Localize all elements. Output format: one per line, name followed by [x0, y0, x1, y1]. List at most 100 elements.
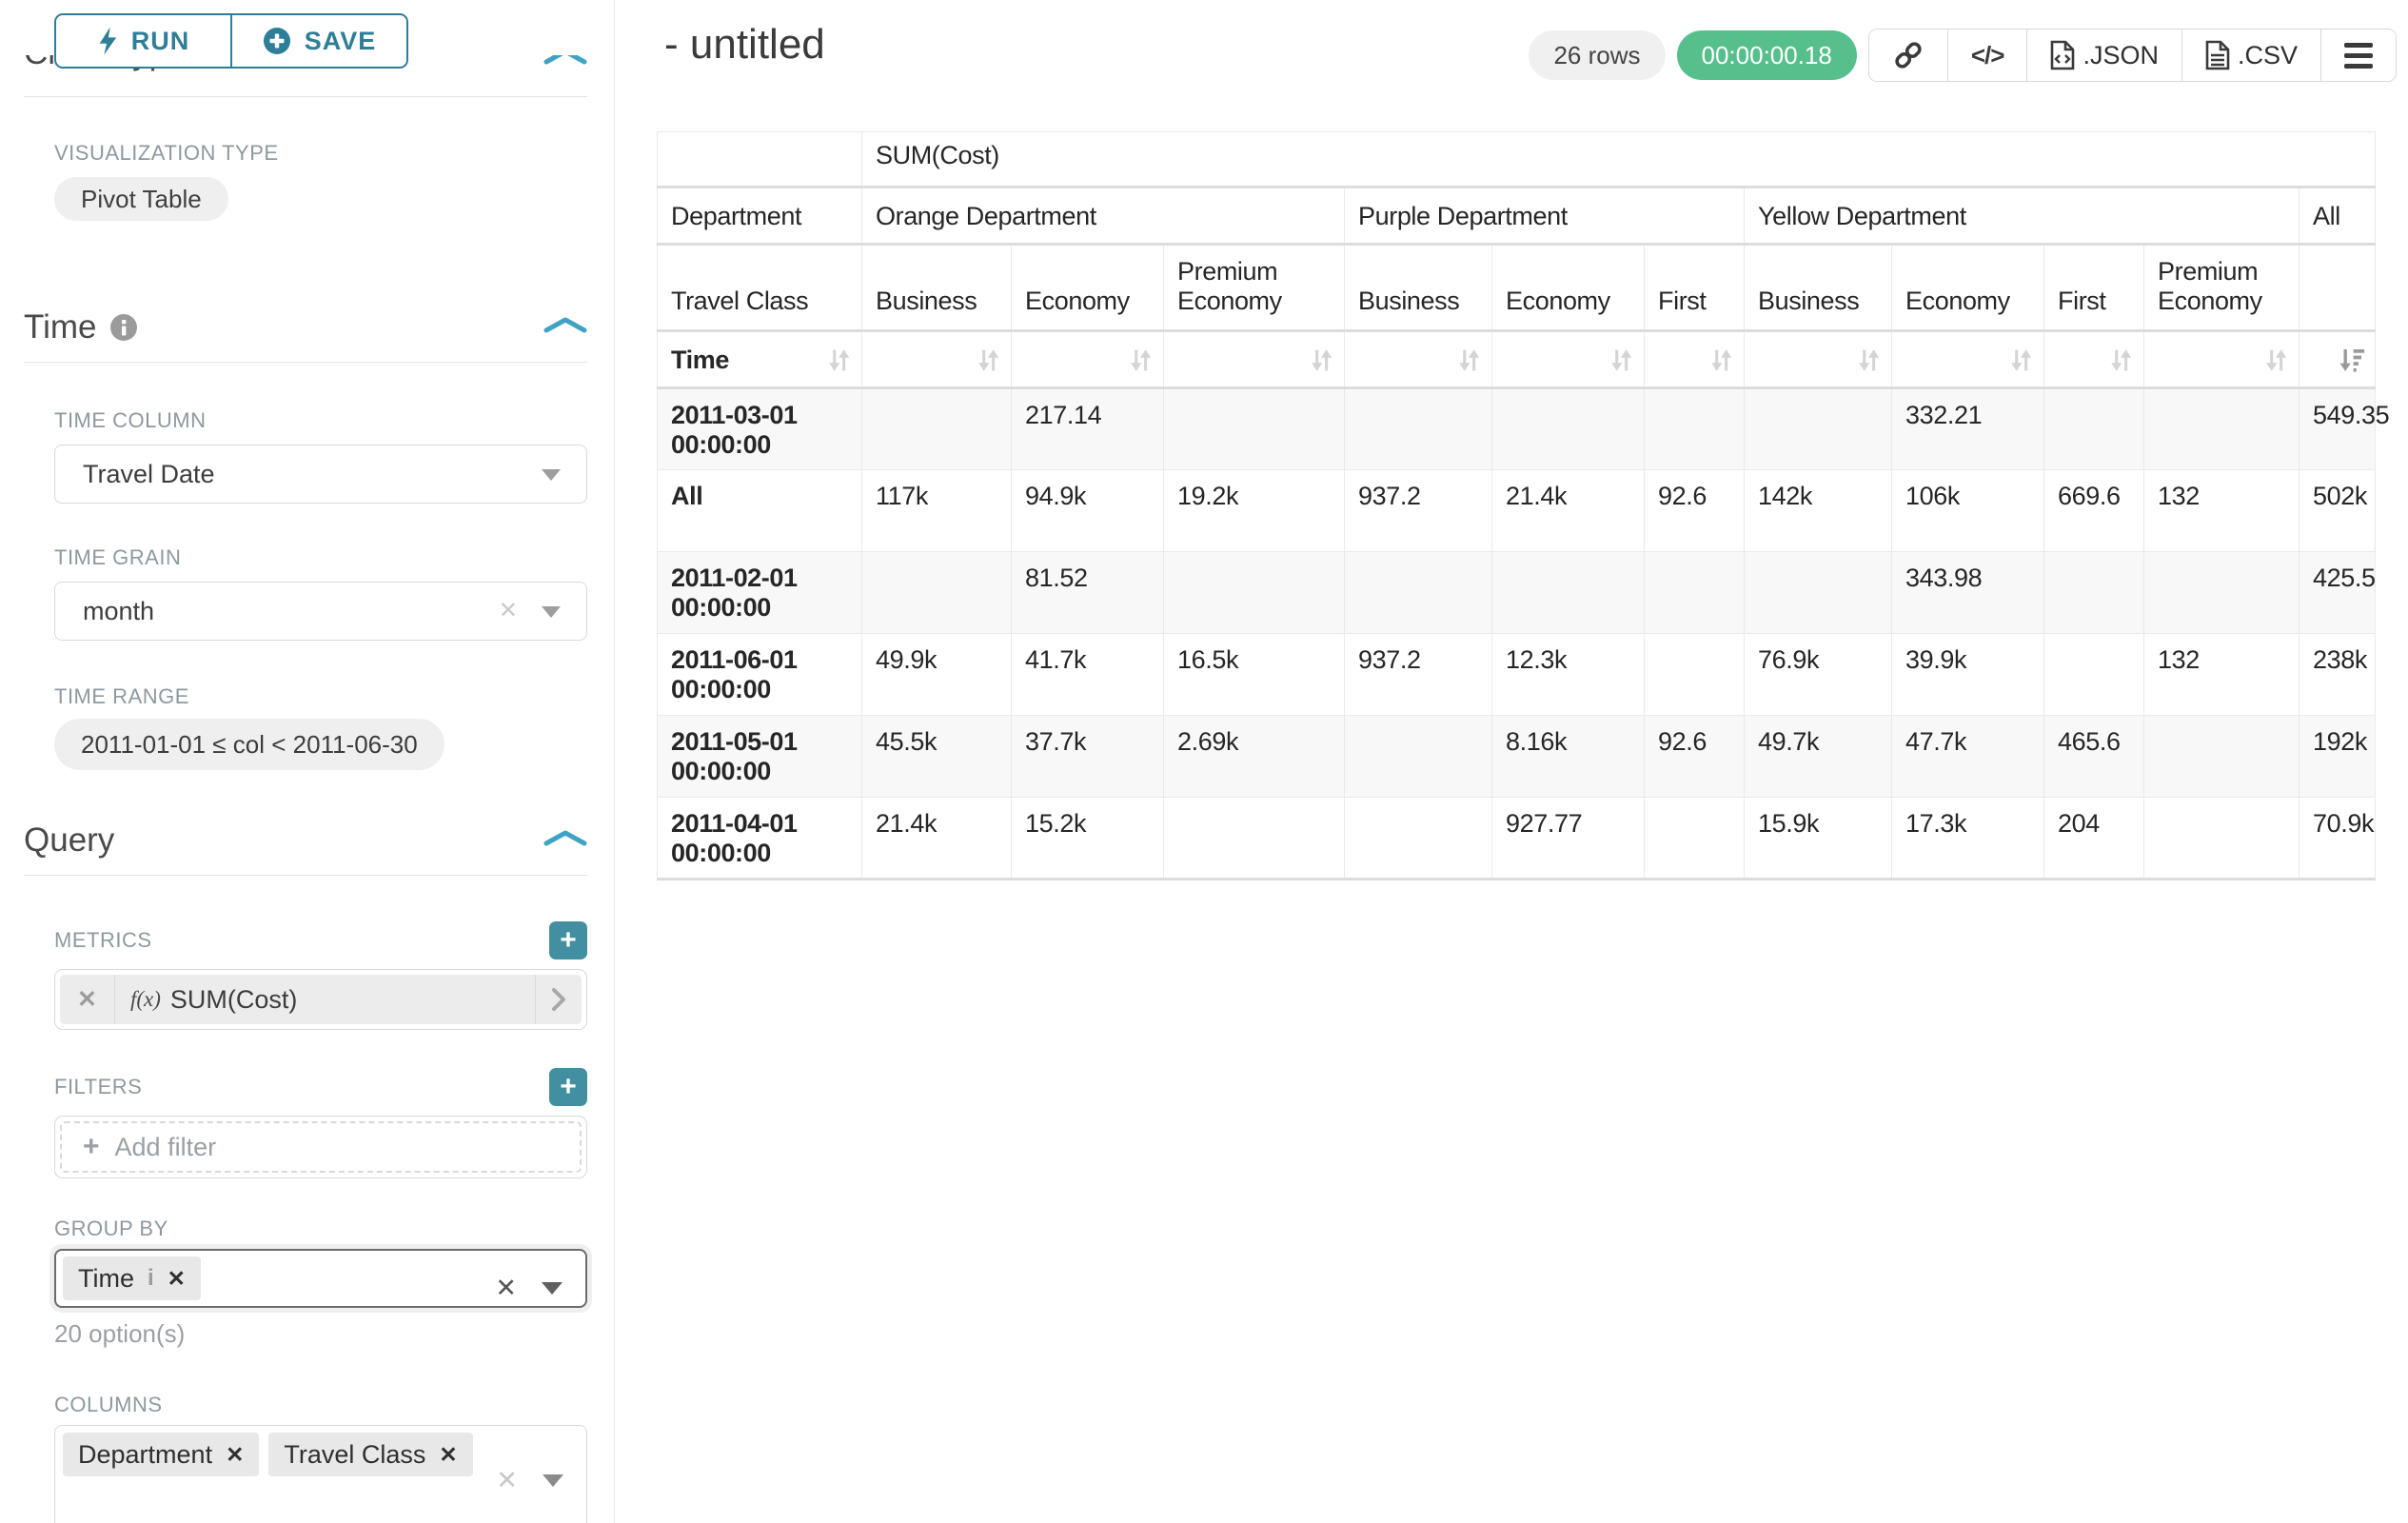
- value-cell: [1644, 797, 1745, 880]
- sort-cell[interactable]: [1744, 330, 1892, 389]
- sort-cell-active[interactable]: [2298, 330, 2377, 389]
- info-icon[interactable]: [109, 313, 138, 342]
- time-grain-select[interactable]: month ✕: [54, 582, 587, 641]
- plus-circle-icon: [263, 28, 290, 54]
- row-label: 2011-04-01 00:00:00: [657, 797, 862, 880]
- metric-pill[interactable]: ✕ f(x) SUM(Cost): [60, 975, 582, 1024]
- group-by-select[interactable]: Time i ✕ ✕: [54, 1249, 587, 1308]
- add-filter-button[interactable]: + Add filter: [60, 1121, 582, 1173]
- sort-cell[interactable]: [1491, 330, 1645, 389]
- sort-icon[interactable]: [1609, 346, 1634, 374]
- value-cell: 549.35: [2298, 387, 2390, 471]
- value-cell: 2.69k: [1163, 715, 1345, 799]
- value-cell: [2143, 551, 2299, 635]
- value-cell: 332.21: [1891, 387, 2044, 471]
- columns-select[interactable]: Department ✕ Travel Class ✕ ✕: [54, 1425, 587, 1523]
- menu-button[interactable]: [2321, 30, 2396, 81]
- value-cell: [1163, 551, 1345, 635]
- sort-cell[interactable]: [1163, 330, 1345, 389]
- group-by-tag[interactable]: Time i ✕: [63, 1256, 201, 1300]
- divider: [24, 362, 587, 363]
- sort-icon[interactable]: [2263, 346, 2289, 374]
- col-group-header: Yellow Department: [1744, 187, 2299, 245]
- run-save-toolbar: RUN SAVE: [54, 13, 408, 69]
- add-metric-button[interactable]: +: [549, 921, 587, 959]
- time-grain-value: month: [83, 596, 155, 625]
- time-column-select[interactable]: Travel Date: [54, 445, 587, 504]
- sort-cell[interactable]: [1644, 330, 1745, 389]
- remove-tag-icon[interactable]: ✕: [167, 1265, 186, 1291]
- copy-link-button[interactable]: [1868, 30, 1948, 81]
- pivot-table-container: SUM(Cost) Department Orange Department P…: [657, 131, 2408, 881]
- value-cell: 49.7k: [1744, 715, 1892, 799]
- remove-tag-icon[interactable]: ✕: [226, 1441, 245, 1467]
- query-section-header[interactable]: Query: [24, 821, 587, 860]
- sort-icon[interactable]: [1456, 346, 1482, 374]
- table-row: 2011-05-01 00:00:00 45.5k 37.7k 2.69k 8.16k 9…: [657, 715, 2377, 799]
- sort-cell[interactable]: [1891, 330, 2044, 389]
- add-filter-label: Add filter: [114, 1132, 217, 1161]
- value-cell: 12.3k: [1491, 633, 1645, 717]
- sort-descending-icon[interactable]: [2337, 346, 2365, 374]
- sort-cell[interactable]: [1344, 330, 1492, 389]
- sort-cell[interactable]: [1011, 330, 1164, 389]
- value-cell: 465.6: [2043, 715, 2144, 799]
- value-cell: [861, 551, 1012, 635]
- caret-down-icon: [543, 1474, 563, 1487]
- sort-icon[interactable]: [1309, 346, 1334, 374]
- time-axis-sort-cell[interactable]: Time: [657, 330, 862, 389]
- clear-icon[interactable]: ✕: [498, 597, 518, 623]
- travel-class-header: First: [1644, 243, 1745, 332]
- filters-control: + Add filter: [54, 1116, 587, 1178]
- value-cell: 106k: [1891, 469, 2044, 553]
- travel-class-header: Premium Economy: [2143, 243, 2299, 332]
- sort-icon[interactable]: [2008, 346, 2034, 374]
- sort-icon[interactable]: [1128, 346, 1154, 374]
- info-icon[interactable]: i: [148, 1265, 154, 1291]
- columns-tag[interactable]: Department ✕: [63, 1433, 260, 1476]
- visualization-type-label: VISUALIZATION TYPE: [54, 141, 279, 165]
- value-cell: 238k: [2298, 633, 2377, 717]
- expand-metric-icon[interactable]: [536, 986, 582, 1013]
- chart-title[interactable]: - untitled: [664, 21, 825, 68]
- travel-class-header: Economy: [1491, 243, 1645, 332]
- save-button[interactable]: SAVE: [230, 13, 408, 69]
- sort-cell[interactable]: [2043, 330, 2144, 389]
- value-cell: 21.4k: [861, 797, 1012, 880]
- view-query-button[interactable]: </>: [1947, 30, 2028, 81]
- columns-tag[interactable]: Travel Class ✕: [268, 1433, 473, 1476]
- sort-icon[interactable]: [1856, 346, 1882, 374]
- time-range-pill[interactable]: 2011-01-01 ≤ col < 2011-06-30: [54, 719, 444, 770]
- sort-icon[interactable]: [826, 346, 852, 374]
- pivot-table: SUM(Cost) Department Orange Department P…: [657, 131, 2390, 881]
- row-count-badge: 26 rows: [1529, 30, 1666, 80]
- table-row: 2011-02-01 00:00:00 81.52 343.98 425.5: [657, 551, 2377, 635]
- value-cell: [861, 387, 1012, 471]
- sort-cell[interactable]: [861, 330, 1012, 389]
- run-button[interactable]: RUN: [54, 13, 232, 69]
- travel-class-header: Business: [861, 243, 1012, 332]
- caret-down-icon: [542, 1282, 563, 1295]
- visualization-type-pill[interactable]: Pivot Table: [54, 177, 228, 221]
- remove-metric-icon[interactable]: ✕: [77, 986, 97, 1013]
- clear-icon[interactable]: ✕: [495, 1274, 517, 1302]
- add-filter-plus-button[interactable]: +: [549, 1068, 587, 1106]
- value-cell: 15.2k: [1011, 797, 1164, 880]
- value-cell: [1644, 387, 1745, 471]
- sort-icon[interactable]: [2108, 346, 2134, 374]
- sort-cell[interactable]: [2143, 330, 2299, 389]
- export-csv-button[interactable]: .CSV: [2181, 30, 2321, 81]
- sort-icon[interactable]: [1708, 346, 1734, 374]
- value-cell: [2143, 797, 2299, 880]
- table-row: 2011-03-01 00:00:00 217.14 332.21 549.35: [657, 387, 2390, 471]
- remove-tag-icon[interactable]: ✕: [439, 1441, 458, 1467]
- export-json-button[interactable]: .JSON: [2027, 30, 2182, 81]
- value-cell: [2143, 715, 2299, 799]
- query-section-title: Query: [24, 821, 115, 859]
- sort-icon[interactable]: [976, 346, 1001, 374]
- clear-icon[interactable]: ✕: [496, 1466, 518, 1494]
- divider: [535, 975, 536, 1024]
- travel-class-header: Business: [1744, 243, 1892, 332]
- time-section-header[interactable]: Time: [24, 308, 587, 346]
- metric-control: ✕ f(x) SUM(Cost): [54, 969, 587, 1030]
